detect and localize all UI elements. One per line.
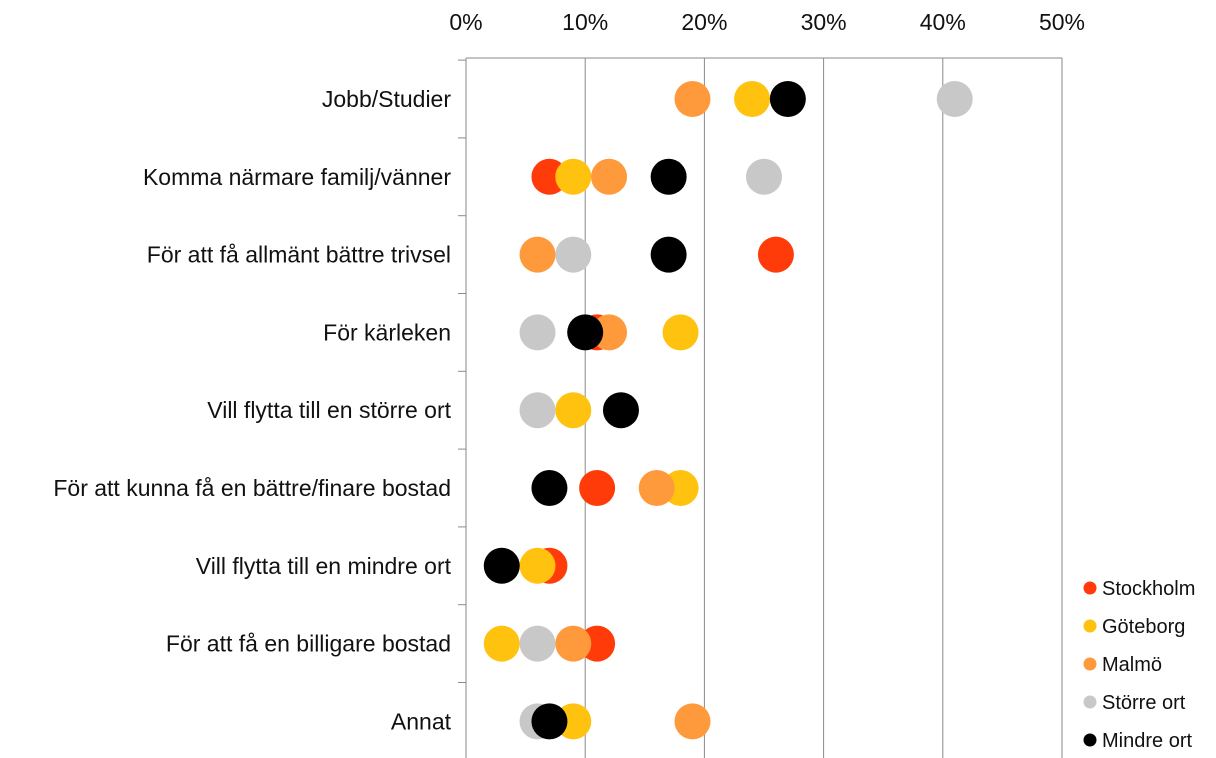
data-point <box>519 547 556 584</box>
data-point <box>555 158 592 195</box>
category-label: Annat <box>391 708 452 734</box>
category-label: Komma närmare familj/vänner <box>143 164 451 190</box>
data-point <box>483 625 520 662</box>
legend-label: Större ort <box>1102 692 1186 714</box>
legend-marker <box>1083 619 1097 633</box>
category-label: Vill flytta till en mindre ort <box>196 553 452 579</box>
data-point <box>531 470 568 506</box>
data-point <box>555 625 592 662</box>
data-point <box>734 81 771 117</box>
data-point <box>602 392 639 429</box>
data-point <box>769 81 806 117</box>
data-point <box>519 314 556 351</box>
data-point <box>674 81 711 117</box>
legend-label: Stockholm <box>1102 578 1195 600</box>
data-point <box>519 392 556 429</box>
data-point <box>650 158 687 195</box>
category-label: Jobb/Studier <box>322 86 451 112</box>
data-point <box>519 236 556 273</box>
x-axis-tick-labels: 0% 10% 20% 30% 40% 50% <box>449 9 1085 35</box>
data-point <box>674 703 711 740</box>
x-tick-label: 0% <box>449 9 482 35</box>
category-label: För att få allmänt bättre trivsel <box>147 242 451 268</box>
category-label: För att få en billigare bostad <box>166 631 451 657</box>
legend-label: Göteborg <box>1102 616 1185 638</box>
data-point <box>591 158 628 195</box>
data-point <box>483 547 520 584</box>
category-label: Vill flytta till en större ort <box>207 397 451 423</box>
data-point <box>519 625 556 662</box>
data-point <box>531 703 568 740</box>
legend-label: Mindre ort <box>1102 730 1192 752</box>
data-point <box>936 81 973 117</box>
data-points <box>483 81 973 740</box>
axes <box>458 57 1062 758</box>
x-tick-label: 40% <box>920 9 966 35</box>
x-tick-label: 10% <box>562 9 608 35</box>
legend: Stockholm Göteborg Malmö Större ort Mindre o… <box>1083 578 1195 752</box>
data-point <box>579 470 616 506</box>
data-point <box>567 314 604 351</box>
gridlines <box>584 58 1063 758</box>
data-point <box>638 470 675 506</box>
data-point <box>662 314 699 351</box>
legend-marker <box>1083 657 1097 671</box>
x-tick-label: 30% <box>801 9 847 35</box>
category-label: För kärleken <box>323 319 451 345</box>
data-point <box>757 236 794 273</box>
x-tick-label: 20% <box>681 9 727 35</box>
data-point <box>555 392 592 429</box>
legend-label: Malmö <box>1102 654 1162 676</box>
data-point <box>746 158 782 195</box>
data-point <box>650 236 687 273</box>
category-labels: Jobb/Studier Komma närmare familj/vänner F… <box>53 86 451 734</box>
legend-marker <box>1083 695 1097 709</box>
legend-marker <box>1083 581 1097 595</box>
x-tick-label: 50% <box>1039 9 1085 35</box>
legend-marker <box>1083 733 1097 747</box>
category-label: För att kunna få en bättre/finare bostad <box>53 475 451 501</box>
data-point <box>555 236 592 273</box>
